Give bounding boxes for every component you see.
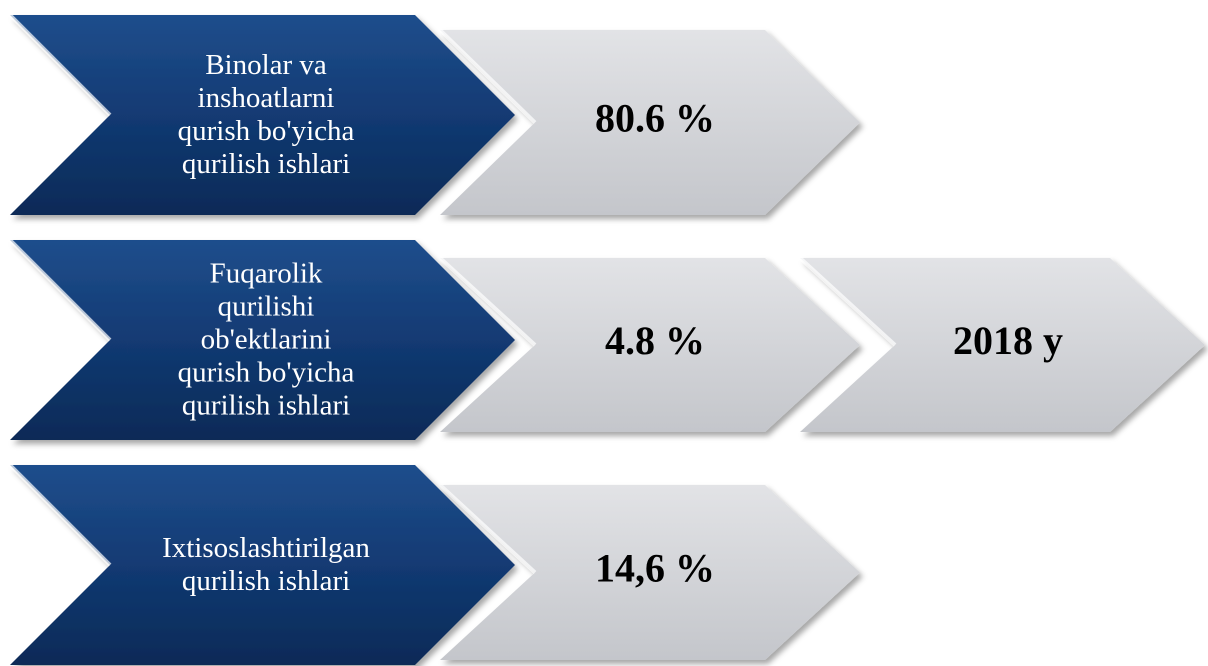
label-line: Ixtisoslashtirilgan xyxy=(162,532,370,564)
label-chevron xyxy=(8,238,515,440)
year-text: 2018 y xyxy=(953,318,1063,363)
value-chevron-highlight xyxy=(438,483,537,574)
label-line: inshoatlarni xyxy=(198,82,335,114)
label-chevron-shape xyxy=(10,240,515,440)
value-chevron xyxy=(438,483,860,660)
label-chevron xyxy=(8,13,515,215)
value-chevron-highlight xyxy=(438,256,537,347)
value-chevron-highlight xyxy=(438,28,537,124)
label-chevron-shape xyxy=(10,15,515,215)
value-chevron-shape xyxy=(440,258,860,432)
label-line: Binolar va xyxy=(205,49,327,81)
value-text: 14,6 % xyxy=(595,546,715,591)
label-line: qurilish ishlari xyxy=(182,565,350,597)
year-chevron-highlight xyxy=(798,256,897,347)
value-text: 80.6 % xyxy=(595,96,715,141)
label-line: qurilish ishlari xyxy=(182,148,350,180)
label-line: qurish bo'yicha xyxy=(178,115,355,147)
value-chevron xyxy=(438,256,860,432)
label-line: ob'ektlarini xyxy=(201,324,332,356)
value-chevron-shape xyxy=(440,30,860,215)
year-chevron-shape xyxy=(800,258,1205,432)
label-chevron-highlight xyxy=(8,463,112,567)
value-text: 4.8 % xyxy=(605,318,705,363)
value-chevron-shape xyxy=(440,485,860,660)
label-chevron-highlight xyxy=(8,13,112,117)
year-chevron xyxy=(798,256,1205,432)
label-chevron-highlight xyxy=(8,238,112,342)
label-chevron-shape xyxy=(10,465,515,665)
label-line: qurish bo'yicha xyxy=(178,357,355,389)
value-chevron xyxy=(438,28,860,215)
label-chevron xyxy=(8,463,515,665)
label-line: Fuqarolik xyxy=(210,258,323,290)
label-line: qurilishi xyxy=(218,291,315,323)
label-line: qurilish ishlari xyxy=(182,390,350,422)
